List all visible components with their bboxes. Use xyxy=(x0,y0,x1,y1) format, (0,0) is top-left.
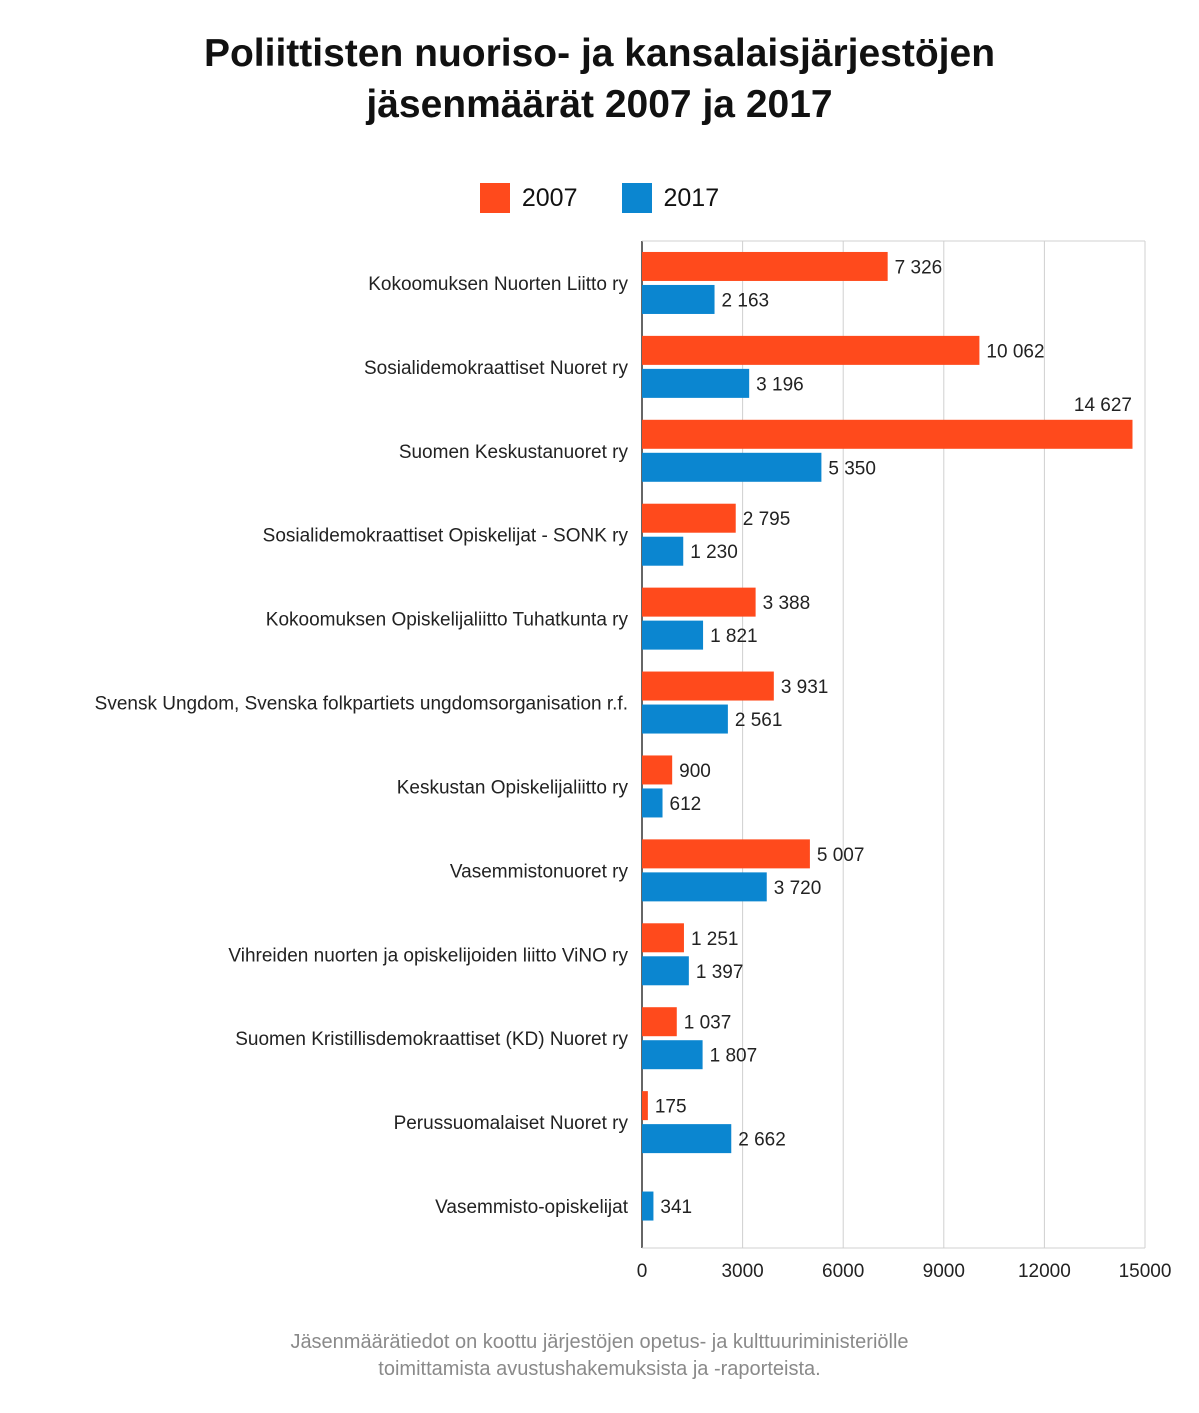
data-label: 341 xyxy=(660,1197,692,1218)
category-label: Vasemmistonuoret ry xyxy=(450,861,629,882)
legend-swatch-2017 xyxy=(621,183,652,213)
data-label: 2 662 xyxy=(738,1130,786,1151)
bar-2007 xyxy=(642,251,888,281)
chart-title-line-1: Poliittisten nuoriso- ja kansalaisjärjes… xyxy=(203,32,996,75)
category-label: Keskustan Opiskelijaliitto ry xyxy=(397,777,629,798)
bar-2007 xyxy=(642,419,1133,449)
bar-2017 xyxy=(642,536,684,566)
legend-item-2007: 2007 xyxy=(479,183,578,213)
data-label: 3 931 xyxy=(781,677,829,698)
category-label: Perussuomalaiset Nuoret ry xyxy=(394,1113,629,1134)
bar-2007 xyxy=(642,1007,677,1037)
chart-title: Poliittisten nuoriso- ja kansalaisjärjes… xyxy=(0,28,1199,130)
data-label: 3 388 xyxy=(763,593,811,614)
x-tick-label: 3000 xyxy=(721,1261,763,1282)
bar-2017 xyxy=(642,788,663,818)
x-tick-label: 0 xyxy=(637,1261,648,1282)
bar-2017 xyxy=(642,704,728,734)
data-label: 10 062 xyxy=(986,341,1044,362)
x-tick-label: 9000 xyxy=(923,1261,965,1282)
category-label: Sosialidemokraattiset Nuoret ry xyxy=(364,358,628,379)
bar-2017 xyxy=(642,1124,732,1154)
bar-2017 xyxy=(642,956,689,986)
legend-label-2017: 2017 xyxy=(663,183,720,212)
category-label: Vasemmisto-opiskelijat xyxy=(435,1197,629,1218)
data-label: 1 251 xyxy=(691,929,739,950)
legend-item-2017: 2017 xyxy=(621,183,720,213)
bar-2007 xyxy=(642,335,980,365)
bar-2017 xyxy=(642,368,750,398)
footnote-line-2: toimittamista avustushakemuksista ja -ra… xyxy=(378,1358,821,1380)
chart-title-line-2: jäsenmäärät 2007 ja 2017 xyxy=(366,83,833,126)
bar-2007 xyxy=(642,755,673,785)
data-label: 14 627 xyxy=(1074,395,1132,416)
category-label: Suomen Keskustanuoret ry xyxy=(399,442,629,463)
bar-2007 xyxy=(642,923,684,953)
bar-2007 xyxy=(642,1091,648,1121)
data-label: 1 807 xyxy=(710,1046,758,1067)
bar-2017 xyxy=(642,452,822,482)
data-label: 2 795 xyxy=(743,509,791,530)
data-label: 3 720 xyxy=(774,878,822,899)
bar-2017 xyxy=(642,1040,703,1070)
category-label: Sosialidemokraattiset Opiskelijat - SONK… xyxy=(263,526,629,547)
bar-2007 xyxy=(642,587,756,617)
data-label: 175 xyxy=(655,1097,687,1118)
bar-chart: 0 3000 6000 9000 12000 15000 Kokoomuksen Nuort… xyxy=(95,240,1172,1282)
data-label: 900 xyxy=(679,761,711,782)
legend-label-2007: 2007 xyxy=(521,183,578,212)
category-label: Kokoomuksen Opiskelijaliitto Tuhatkunta … xyxy=(266,610,629,631)
data-label: 7 326 xyxy=(895,257,943,278)
data-label: 2 561 xyxy=(735,710,783,731)
legend-swatch-2007 xyxy=(479,183,510,213)
data-label: 5 350 xyxy=(828,458,876,479)
x-tick-label: 15000 xyxy=(1119,1261,1172,1282)
bar-2017 xyxy=(642,872,767,902)
data-label: 3 196 xyxy=(756,374,804,395)
data-label: 1 397 xyxy=(696,962,744,983)
bar-2017 xyxy=(642,1191,654,1221)
data-label: 1 230 xyxy=(690,542,738,563)
footnote: Jäsenmäärätiedot on koottu järjestöjen o… xyxy=(0,1329,1199,1383)
data-label: 1 821 xyxy=(710,626,758,647)
x-tick-label: 12000 xyxy=(1018,1261,1071,1282)
bar-2007 xyxy=(642,503,736,533)
x-tick-label: 6000 xyxy=(822,1261,864,1282)
bar-2017 xyxy=(642,284,715,314)
bar-2017 xyxy=(642,620,704,650)
data-label: 1 037 xyxy=(684,1013,732,1034)
bar-2007 xyxy=(642,671,774,701)
category-label: Kokoomuksen Nuorten Liitto ry xyxy=(368,274,628,295)
data-label: 612 xyxy=(670,794,702,815)
legend: 2007 2017 xyxy=(0,183,1199,213)
bar-2007 xyxy=(642,839,810,869)
data-label: 5 007 xyxy=(817,845,865,866)
data-label: 2 163 xyxy=(722,290,770,311)
category-label: Svensk Ungdom, Svenska folkpartiets ungd… xyxy=(95,694,628,715)
footnote-line-1: Jäsenmäärätiedot on koottu järjestöjen o… xyxy=(290,1331,909,1353)
category-label: Suomen Kristillisdemokraattiset (KD) Nuo… xyxy=(235,1029,628,1050)
category-label: Vihreiden nuorten ja opiskelijoiden liit… xyxy=(228,945,628,966)
